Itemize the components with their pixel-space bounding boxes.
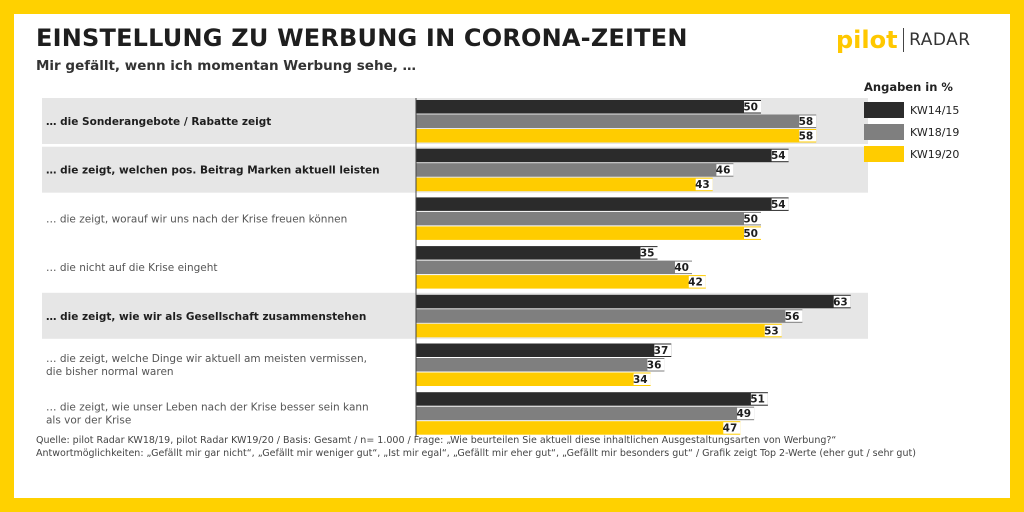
category-label: als vor der Krise [46,415,131,427]
chart-title: EINSTELLUNG ZU WERBUNG IN CORONA-ZEITEN [36,24,688,52]
data-label: 42 [688,277,703,289]
legend-item: KW14/15 [864,101,984,119]
data-label: 47 [723,423,738,435]
bar [416,246,658,260]
legend-item: KW18/19 [864,123,984,141]
category-label: … die zeigt, wie wir als Gesellschaft zu… [46,311,366,323]
data-label: 36 [647,360,662,372]
data-label-bg [654,344,672,356]
logo-pilot-text: pilot [836,26,898,54]
data-label: 46 [716,165,731,177]
data-label: 56 [785,311,800,323]
data-label-bg [764,324,782,337]
legend-swatch [864,102,904,118]
bar [416,309,803,323]
data-label: 35 [640,248,655,260]
bar [416,114,817,128]
data-label-bg [723,422,741,434]
data-label-bg [647,359,665,371]
category-label: … die zeigt, welche Dinge wir aktuell am… [46,353,367,365]
data-label: 54 [771,150,786,162]
bar [416,406,755,421]
category-label: … die nicht auf die Krise eingeht [46,262,218,274]
legend-title: Angaben in % [864,80,953,94]
bar [416,226,761,240]
category-label: die bisher normal waren [46,366,174,378]
data-label: 50 [743,102,758,114]
legend-swatch [864,146,904,162]
data-label-bg [744,212,761,225]
legend-label: KW18/19 [910,125,960,139]
category-label: … die zeigt, welchen pos. Beitrag Marken… [46,165,380,177]
data-label: 40 [674,262,689,274]
data-label: 50 [743,228,758,240]
data-label: 58 [799,131,814,143]
category-label: … die zeigt, worauf wir uns nach der Kri… [46,213,347,225]
category-label: … die Sonderangebote / Rabatte zeigt [46,116,271,128]
bar [416,421,741,435]
bar [416,323,782,338]
bar [416,163,734,177]
data-label-bg [633,373,651,385]
data-label-bg [695,178,713,191]
category-label: … die zeigt, wie unser Leben nach der Kr… [46,402,369,414]
legend-label: KW14/15 [910,103,960,117]
data-label: 53 [764,325,779,337]
data-label: 34 [633,374,648,386]
bar [416,294,851,309]
logo-radar-text: RADAR [909,30,971,50]
data-label-bg [785,310,803,322]
data-label: 63 [833,296,848,308]
data-label-bg [799,130,817,142]
data-label-bg [640,247,658,259]
legend-item: KW19/20 [864,145,984,163]
bar [416,343,672,357]
legend-swatch [864,124,904,140]
logo-divider [902,28,905,52]
data-label: 54 [771,199,786,211]
footnote-line: Quelle: pilot Radar KW18/19, pilot Radar… [36,435,837,446]
data-label-bg [675,261,692,274]
data-label: 51 [750,394,765,406]
bar [416,177,713,192]
bar [416,392,768,406]
data-label: 43 [695,179,710,191]
data-label-bg [744,227,761,239]
bar [416,197,789,211]
data-label-bg [771,198,789,210]
data-label-bg [750,393,768,405]
data-label-bg [771,149,789,162]
legend-label: KW19/20 [910,147,960,161]
bar [416,358,665,372]
bar [416,100,761,114]
data-label: 37 [654,345,669,357]
data-label: 50 [743,213,758,225]
chart-legend: Angaben in % KW14/15 KW18/19 KW19/20 [864,80,984,167]
data-label-bg [833,295,851,308]
footnote-line: Antwortmöglichkeiten: „Gefällt mir gar n… [36,448,916,459]
pilot-radar-logo: pilot RADAR [836,26,971,58]
source-footnote: Quelle: pilot Radar KW18/19, pilot Radar… [36,434,986,460]
data-label-bg [688,276,706,288]
bar [416,372,651,386]
bar [416,148,789,163]
data-label-bg [737,407,755,420]
bar [416,211,761,226]
data-label: 58 [799,116,814,128]
chart-subtitle: Mir gefällt, wenn ich momentan Werbung s… [36,58,417,74]
data-label: 49 [736,408,751,420]
data-label-bg [744,101,761,113]
data-label-bg [799,115,817,127]
data-label-bg [716,164,734,176]
bar [416,275,706,289]
bar [416,260,692,275]
bar [416,129,817,143]
